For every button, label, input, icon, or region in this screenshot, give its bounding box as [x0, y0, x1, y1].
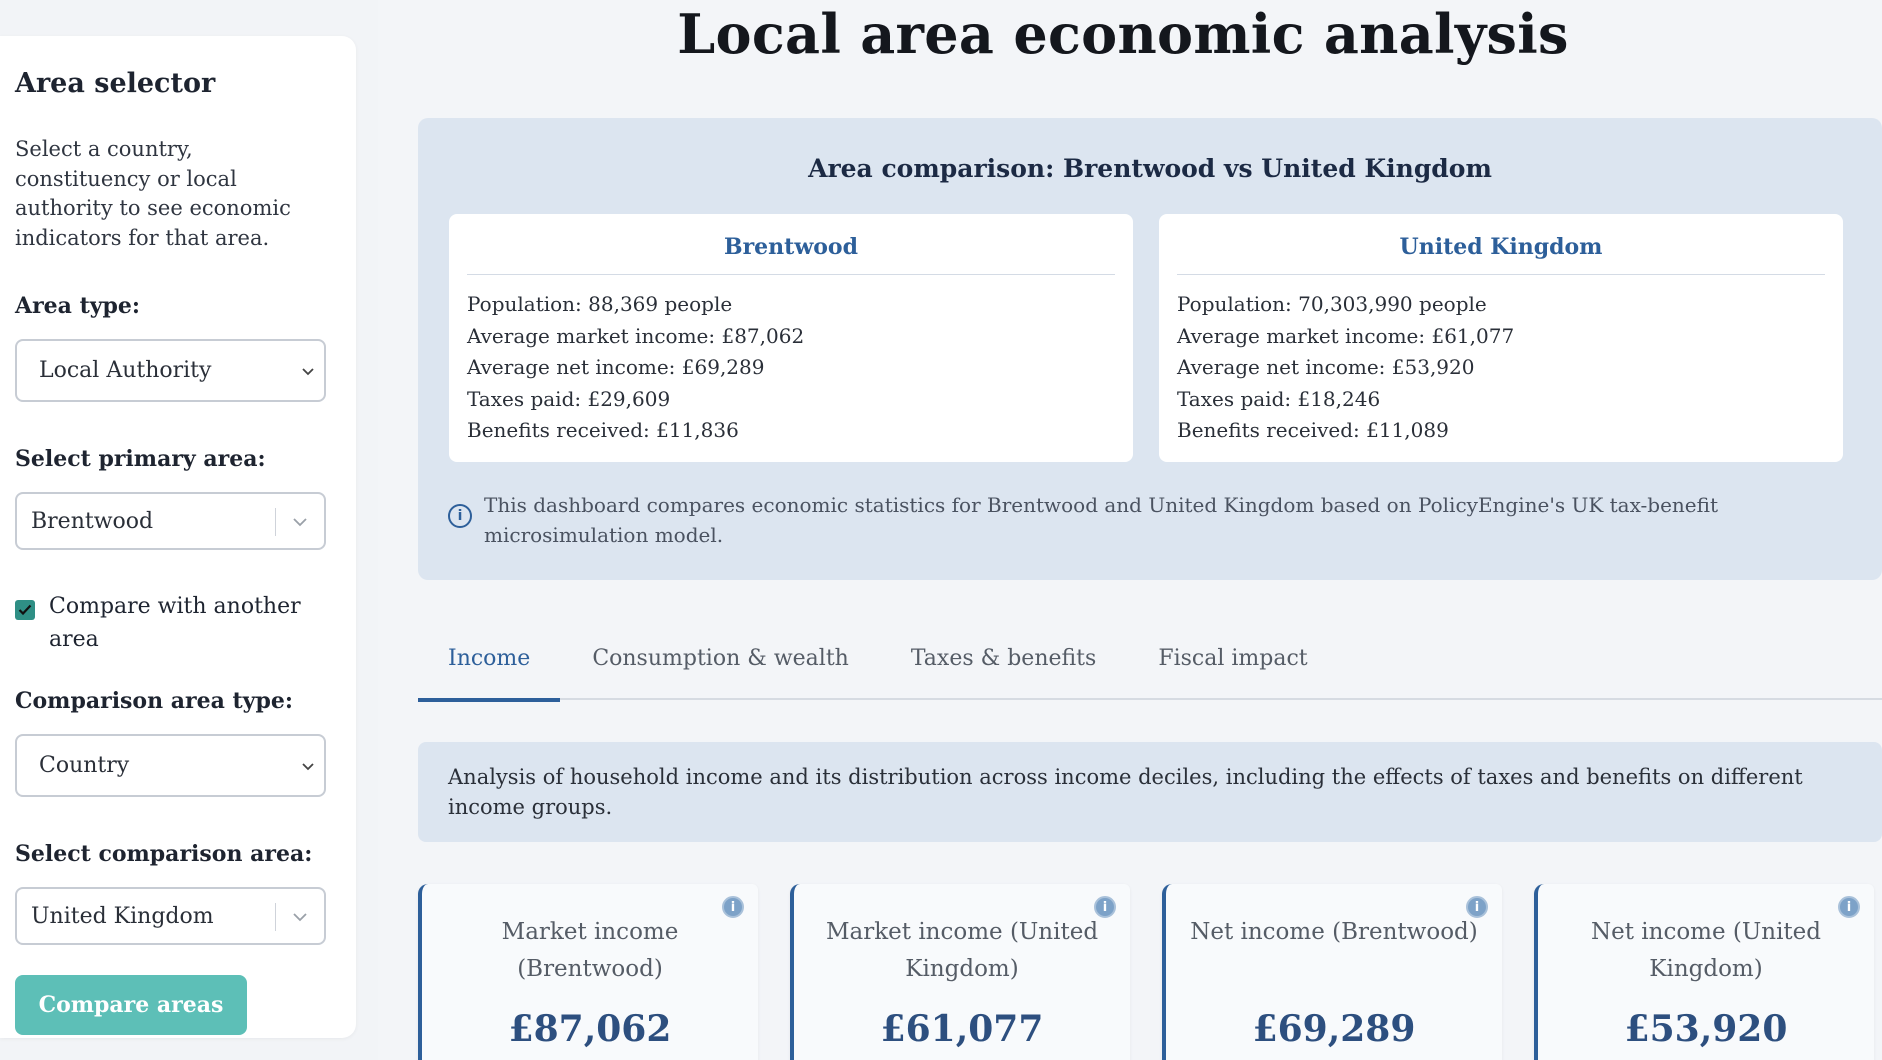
compare-areas-button[interactable]: Compare areas	[15, 975, 247, 1035]
area-stat-net-income: Average net income: £53,920	[1177, 355, 1475, 379]
area-stat-benefits: Benefits received: £11,836	[467, 418, 739, 442]
combobox-separator	[275, 508, 276, 536]
area-stat-market-income: Average market income: £87,062	[467, 323, 805, 348]
area-card-comparison: United Kingdom Population: 70,303,990 pe…	[1159, 214, 1843, 462]
area-type-select[interactable]: Local Authority	[15, 339, 326, 402]
area-stat-net-income: Average net income: £69,289	[467, 355, 765, 379]
comparison-title: Area comparison: Brentwood vs United Kin…	[808, 154, 1492, 183]
comparison-type-value: Country	[39, 753, 130, 778]
tab-consumption-wealth[interactable]: Consumption & wealth	[592, 646, 849, 671]
info-icon[interactable]: i	[722, 896, 744, 918]
metric-value: £53,920	[1624, 1008, 1788, 1050]
area-stat-taxes: Taxes paid: £18,246	[1177, 386, 1381, 411]
comparison-area-value: United Kingdom	[31, 903, 214, 929]
analysis-tabs: Income Consumption & wealth Taxes & bene…	[418, 630, 1882, 702]
tab-fiscal-impact[interactable]: Fiscal impact	[1158, 646, 1308, 671]
comparison-type-label: Comparison area type:	[15, 688, 293, 714]
area-card-name: Brentwood	[467, 234, 1115, 275]
metric-card: i Net income (Brentwood) £69,289	[1162, 884, 1502, 1060]
area-selector-title: Area selector	[15, 68, 216, 99]
primary-area-value: Brentwood	[31, 508, 154, 534]
metric-label: Net income (Brentwood)	[1190, 919, 1478, 945]
area-stat-population: Population: 70,303,990 people	[1177, 292, 1487, 316]
info-icon[interactable]: i	[1094, 896, 1116, 918]
area-selector-panel: Area selector Select a country, constitu…	[0, 36, 356, 1038]
area-selector-description: Select a country, constituency or local …	[15, 137, 291, 250]
chevron-down-icon	[302, 361, 314, 380]
comparison-type-select[interactable]: Country	[15, 734, 326, 797]
area-stat-benefits: Benefits received: £11,089	[1177, 418, 1449, 442]
metric-label: Market income (United Kingdom)	[825, 919, 1099, 982]
area-type-label: Area type:	[15, 293, 141, 319]
metric-card: i Market income (Brentwood) £87,062	[418, 884, 758, 1060]
primary-area-combobox[interactable]: Brentwood	[15, 492, 326, 550]
metric-label: Net income (United Kingdom)	[1590, 919, 1822, 982]
area-stat-population: Population: 88,369 people	[467, 292, 733, 316]
area-card-primary: Brentwood Population: 88,369 people Aver…	[449, 214, 1133, 462]
comparison-area-combobox[interactable]: United Kingdom	[15, 887, 326, 945]
compare-checkbox[interactable]	[15, 600, 35, 620]
info-icon: i	[448, 504, 472, 528]
tab-income[interactable]: Income	[418, 630, 561, 702]
area-comparison-panel: Area comparison: Brentwood vs United Kin…	[418, 118, 1882, 580]
primary-area-label: Select primary area:	[15, 446, 266, 472]
area-stat-market-income: Average market income: £61,077	[1177, 323, 1515, 348]
chevron-down-icon[interactable]	[290, 903, 310, 931]
metric-value: £61,077	[880, 1008, 1044, 1050]
chevron-down-icon[interactable]	[290, 508, 310, 536]
analysis-description: Analysis of household income and its dis…	[418, 742, 1882, 842]
area-card-name: United Kingdom	[1177, 234, 1825, 275]
comparison-area-label: Select comparison area:	[15, 841, 313, 867]
main-content: Local area economic analysis Area compar…	[378, 0, 1882, 1060]
chevron-down-icon	[302, 756, 314, 775]
combobox-separator	[275, 903, 276, 931]
sidebar: Area selector Select a country, constitu…	[0, 0, 378, 1060]
comparison-note: i This dashboard compares economic stati…	[448, 490, 1868, 550]
compare-checkbox-label[interactable]: Compare with another area	[49, 594, 301, 652]
check-icon	[18, 604, 32, 616]
comparison-note-text: This dashboard compares economic statist…	[484, 493, 1718, 547]
page-title: Local area economic analysis	[677, 2, 1569, 66]
metric-card: i Market income (United Kingdom) £61,077	[790, 884, 1130, 1060]
compare-checkbox-row[interactable]: Compare with another area	[15, 590, 326, 656]
area-stat-taxes: Taxes paid: £29,609	[467, 386, 671, 411]
tab-taxes-benefits[interactable]: Taxes & benefits	[910, 646, 1097, 671]
info-icon[interactable]: i	[1838, 896, 1860, 918]
metric-label: Market income (Brentwood)	[501, 919, 679, 982]
info-icon[interactable]: i	[1466, 896, 1488, 918]
metric-value: £69,289	[1252, 1008, 1416, 1050]
metric-value: £87,062	[508, 1008, 672, 1050]
metric-card: i Net income (United Kingdom) £53,920	[1534, 884, 1874, 1060]
area-type-value: Local Authority	[39, 358, 212, 383]
